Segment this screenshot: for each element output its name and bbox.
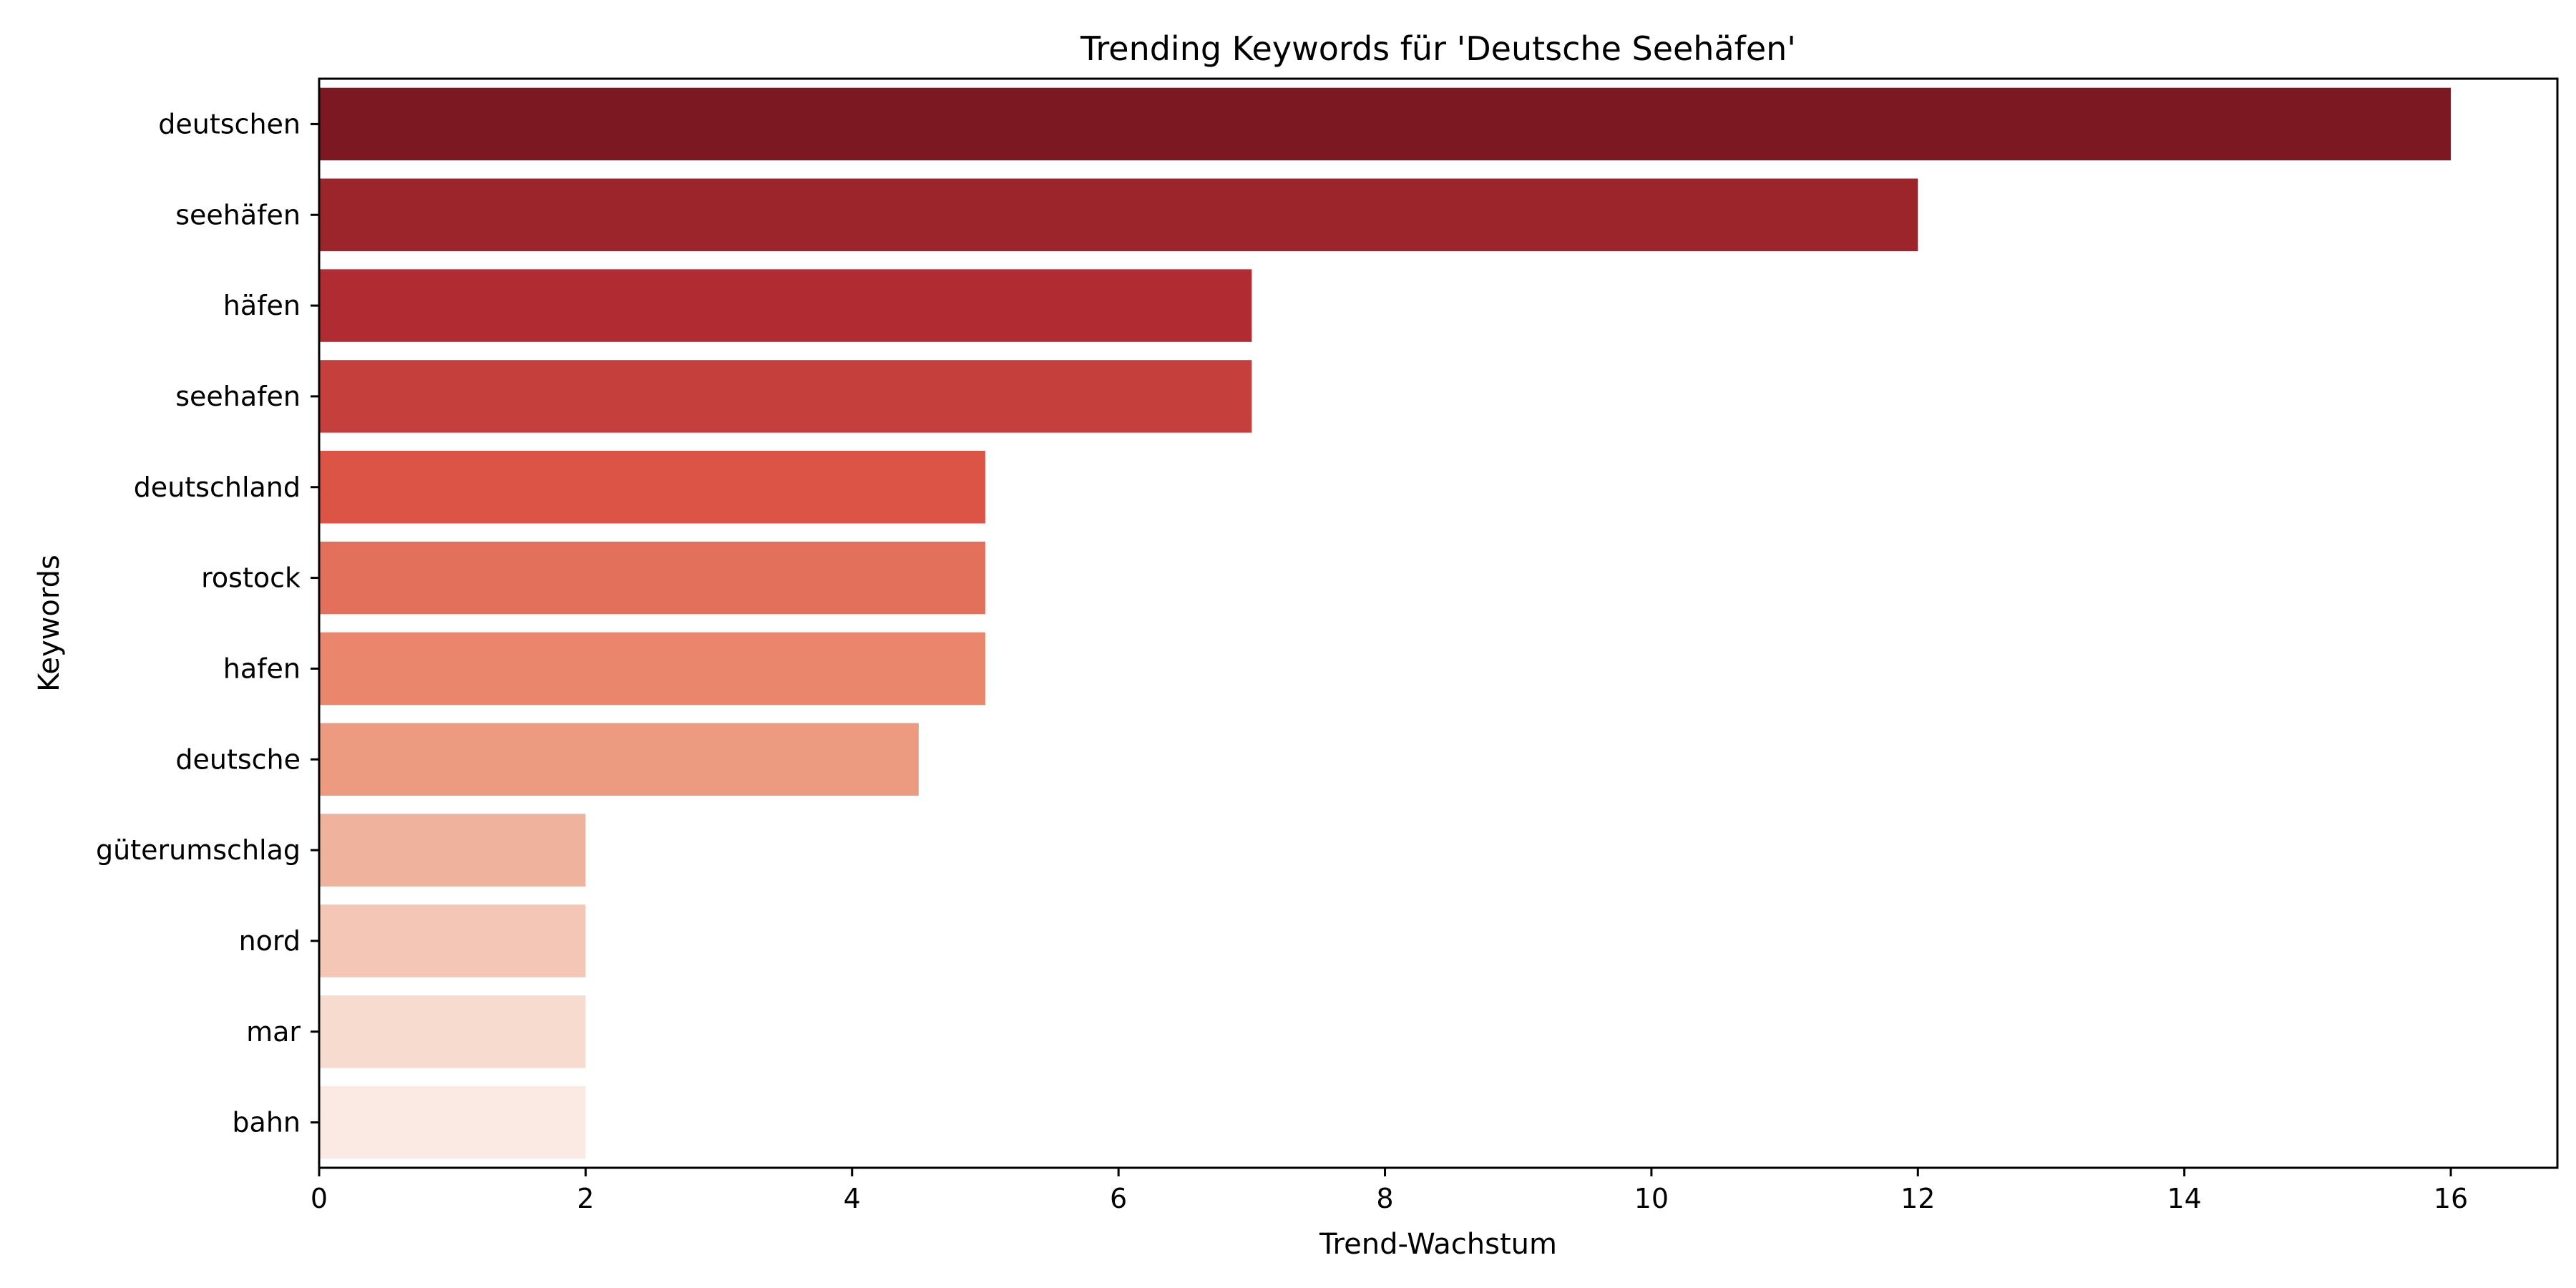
bar-9 xyxy=(319,814,586,887)
x-tick-label: 6 xyxy=(1110,1183,1127,1214)
y-category-label: deutsche xyxy=(175,743,301,775)
bar-11 xyxy=(319,995,586,1068)
bar-1 xyxy=(319,87,2451,161)
y-category-label: seehäfen xyxy=(175,199,301,230)
x-tick-label: 10 xyxy=(1634,1183,1669,1214)
plot-frame xyxy=(318,77,2559,1169)
bar-2 xyxy=(319,178,1918,251)
x-tick-label: 8 xyxy=(1376,1183,1393,1214)
x-tick-label: 2 xyxy=(577,1183,594,1214)
y-category-label: güterumschlag xyxy=(96,834,301,866)
y-axis-label: Keywords xyxy=(33,555,66,692)
bar-12 xyxy=(319,1085,586,1159)
x-tick-label: 0 xyxy=(311,1183,328,1214)
y-category-label: deutschen xyxy=(158,108,301,140)
x-tick-label: 16 xyxy=(2434,1183,2468,1214)
x-tick-label: 12 xyxy=(1901,1183,1935,1214)
y-category-label: seehafen xyxy=(175,381,301,412)
chart-title: Trending Keywords für 'Deutsche Seehäfen… xyxy=(1080,29,1796,68)
bar-8 xyxy=(319,723,919,796)
x-tick-label: 4 xyxy=(844,1183,861,1214)
bar-3 xyxy=(319,269,1252,342)
bar-10 xyxy=(319,904,586,977)
y-category-label: rostock xyxy=(201,562,301,594)
y-category-label: mar xyxy=(246,1016,301,1048)
x-ticks: 0 2 4 6 8 10 12 14 16 xyxy=(311,1168,2468,1214)
bars xyxy=(319,87,2451,1159)
y-category-label: hafen xyxy=(223,653,301,684)
y-category-label: häfen xyxy=(223,290,301,321)
bar-7 xyxy=(319,632,985,706)
bar-6 xyxy=(319,541,985,615)
y-category-label: deutschland xyxy=(134,472,301,503)
bar-5 xyxy=(319,451,985,524)
x-axis-label: Trend-Wachstum xyxy=(1319,1228,1557,1261)
y-category-label: bahn xyxy=(232,1107,301,1138)
bar-4 xyxy=(319,360,1252,433)
y-category-label: nord xyxy=(239,925,301,957)
y-category-labels: deutschen seehäfen häfen seehafen deutschlan… xyxy=(96,108,319,1138)
x-tick-label: 14 xyxy=(2167,1183,2201,1214)
